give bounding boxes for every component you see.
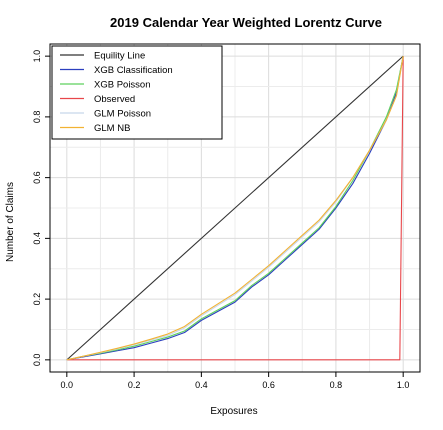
legend: Equility Line XGB Classification XGB Poiss… <box>51 45 223 140</box>
y-tick-label: 0.6 <box>32 171 42 184</box>
y-tick-label: 1.0 <box>32 50 42 63</box>
x-axis: 0.0 0.2 0.4 0.6 0.8 1.0 <box>61 372 410 390</box>
y-tick-label: 0.4 <box>32 232 42 245</box>
y-axis-label: Number of Claims <box>5 182 16 262</box>
series-line-2 <box>66 56 404 361</box>
legend-label: GLM Poisson <box>94 109 151 120</box>
y-tick-label: 0.2 <box>32 293 42 306</box>
legend-label: XGB Poisson <box>94 80 151 91</box>
series-line-5 <box>66 56 404 361</box>
legend-box <box>51 45 223 140</box>
y-tick-label: 0.0 <box>32 354 42 367</box>
x-tick-label: 0.4 <box>195 380 208 390</box>
y-tick-label: 0.8 <box>32 111 42 124</box>
chart-title: 2019 Calendar Year Weighted Lorentz Curv… <box>110 15 382 30</box>
legend-label: Equility Line <box>94 51 145 62</box>
series-layer <box>66 55 404 361</box>
x-tick-label: 1.0 <box>397 380 410 390</box>
legend-label: GLM NB <box>94 123 130 134</box>
series-line-0 <box>66 55 404 361</box>
legend-label: Observed <box>94 94 135 105</box>
x-tick-label: 0.2 <box>128 380 141 390</box>
legend-label: XGB Classification <box>94 65 173 76</box>
x-tick-label: 0.0 <box>61 380 74 390</box>
series-line-1 <box>66 56 404 361</box>
plot-frame <box>49 43 421 373</box>
series-line-3 <box>66 56 404 361</box>
x-axis-label: Exposures <box>210 406 257 417</box>
x-tick-label: 0.8 <box>330 380 343 390</box>
y-axis: 0.0 0.2 0.4 0.6 0.8 1.0 <box>32 50 50 366</box>
x-tick-label: 0.6 <box>262 380 275 390</box>
